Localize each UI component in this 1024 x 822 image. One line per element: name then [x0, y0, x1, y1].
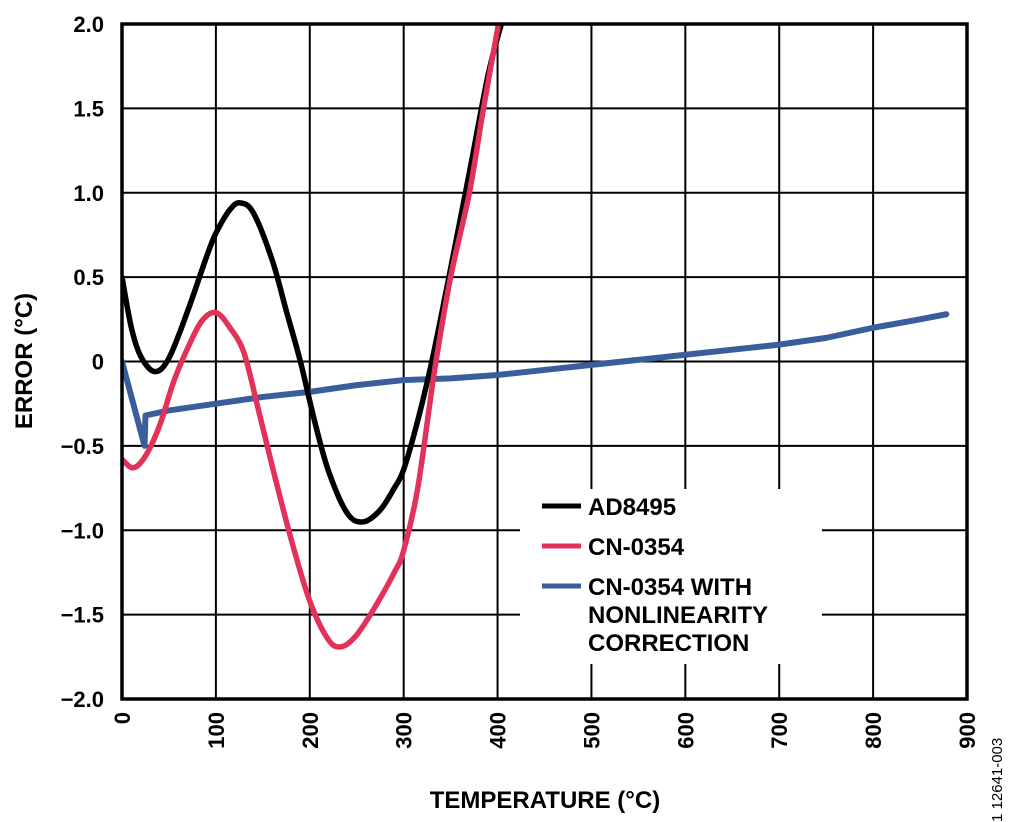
legend: AD8495 CN-0354 CN-0354 WITHNONLINEARITYCOR… [520, 489, 822, 664]
x-tick-label: 0 [110, 712, 135, 724]
y-tick-label: −2.0 [61, 687, 104, 712]
legend-box [520, 489, 822, 664]
series-line-cn-0354-with-nonlinearity-correction [122, 311, 950, 449]
x-tick-label: 500 [579, 712, 604, 749]
x-tick-label: 800 [861, 712, 886, 749]
legend-label-0-0: AD8495 [588, 494, 676, 521]
y-tick-label: −1.0 [61, 518, 104, 543]
x-tick-label: 100 [204, 712, 229, 749]
y-tick-label: 0 [92, 350, 104, 375]
legend-label-2-2: CORRECTION [588, 630, 749, 657]
x-tick-label: 700 [767, 712, 792, 749]
x-tick-label: 200 [298, 712, 323, 749]
y-tick-label: −1.5 [61, 603, 104, 628]
legend-label-2-0: CN-0354 WITH [588, 574, 752, 601]
legend-label-1-0: CN-0354 [588, 534, 685, 561]
figure-id: 1 12641-003 [989, 738, 1006, 822]
y-tick-labels: 2.0 1.5 1.0 0.5 0 −0.5 −1.0 −1.5 −2.0 [61, 12, 104, 712]
series-line-ad8495 [122, 24, 505, 525]
series-group [122, 24, 950, 650]
plot-border [120, 22, 969, 701]
y-tick-label: 1.5 [73, 96, 104, 121]
series-line-cn-0354 [122, 24, 502, 650]
y-tick-label: 0.5 [73, 265, 104, 290]
x-tick-label: 900 [955, 712, 980, 749]
y-tick-label: 1.0 [73, 181, 104, 206]
x-tick-labels: 0 100 200 300 400 500 600 700 800 900 [110, 712, 980, 749]
legend-label-2-1: NONLINEARITY [588, 602, 768, 629]
x-tick-label: 400 [486, 712, 511, 749]
y-tick-label: −0.5 [61, 434, 104, 459]
x-axis-label: TEMPERATURE (°C) [430, 787, 660, 814]
y-tick-label: 2.0 [73, 12, 104, 37]
plot-frame [120, 22, 969, 701]
x-tick-label: 300 [392, 712, 417, 749]
y-axis-label: ERROR (°C) [11, 293, 38, 429]
x-tick-label: 600 [673, 712, 698, 749]
